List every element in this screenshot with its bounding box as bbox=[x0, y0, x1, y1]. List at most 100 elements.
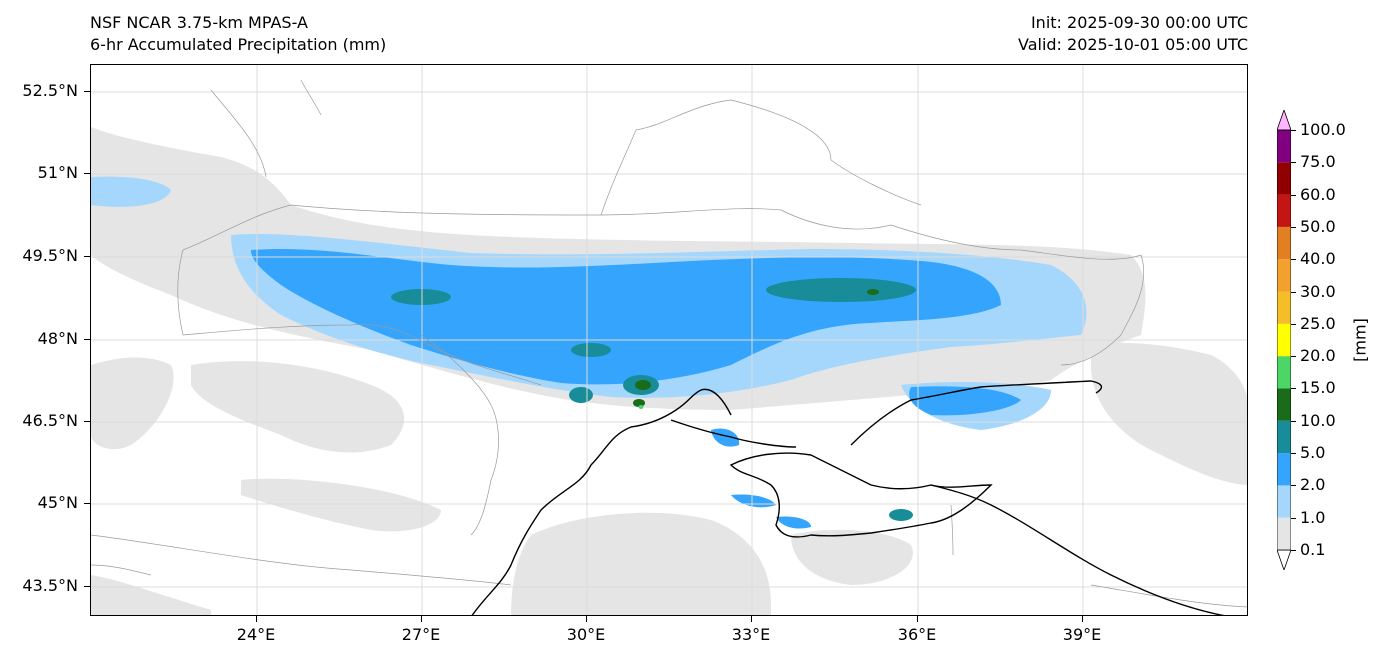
colorbar-segment bbox=[1277, 517, 1291, 550]
lon-tick bbox=[751, 616, 752, 622]
lon-tick bbox=[586, 616, 587, 622]
lon-label-33: 33°E bbox=[731, 625, 771, 644]
precip-area-5mm-4 bbox=[766, 278, 916, 302]
colorbar-level-label: 5.0 bbox=[1300, 443, 1326, 463]
border-romania-ukraine bbox=[182, 324, 452, 356]
border-moldova bbox=[420, 334, 499, 536]
lat-tick bbox=[84, 91, 90, 92]
lon-label-39: 39°E bbox=[1062, 625, 1102, 644]
colorbar-segment bbox=[1277, 485, 1291, 518]
precip-area-10mm-1 bbox=[635, 380, 651, 390]
colorbar-tick bbox=[1291, 485, 1296, 487]
border-poland-ukraine bbox=[177, 249, 184, 336]
lat-label-49-5: 49.5°N bbox=[22, 246, 78, 265]
colorbar-tick bbox=[1291, 226, 1296, 228]
border-moldova-east bbox=[450, 354, 542, 386]
precip-area-central-west bbox=[191, 361, 405, 453]
colorbar-segment bbox=[1277, 453, 1291, 486]
colorbar-segment bbox=[1277, 356, 1291, 389]
colorbar-segment bbox=[1277, 420, 1291, 454]
colorbar-under-extension bbox=[1277, 549, 1291, 570]
lat-label-46-5: 46.5°N bbox=[22, 411, 78, 430]
lat-label-51: 51°N bbox=[37, 163, 78, 182]
lon-label-27: 27°E bbox=[401, 625, 441, 644]
border-belarus-nw bbox=[300, 79, 322, 116]
lat-tick bbox=[84, 256, 90, 257]
coastline-azov bbox=[670, 419, 797, 448]
lat-label-45: 45°N bbox=[37, 493, 78, 512]
precip-area-5mm-2 bbox=[571, 343, 611, 357]
lat-tick bbox=[84, 586, 90, 587]
precip-area-10mm-3 bbox=[867, 289, 879, 295]
colorbar-tick bbox=[1291, 259, 1296, 261]
lat-tick bbox=[84, 339, 90, 340]
colorbar-tick bbox=[1291, 356, 1296, 358]
precip-area-east bbox=[1091, 343, 1247, 485]
colorbar-segment bbox=[1277, 323, 1291, 357]
lat-label-48: 48°N bbox=[37, 329, 78, 348]
colorbar-tick bbox=[1291, 291, 1296, 293]
lat-label-43-5: 43.5°N bbox=[22, 576, 78, 595]
colorbar-tick bbox=[1291, 517, 1296, 519]
precip-area-5mm-1 bbox=[391, 289, 451, 305]
colorbar-level-label: 40.0 bbox=[1300, 249, 1336, 269]
colorbar-tick bbox=[1291, 162, 1296, 164]
colorbar-level-label: 30.0 bbox=[1300, 281, 1336, 301]
header-right: Init: 2025-09-30 00:00 UTC Valid: 2025-1… bbox=[1018, 12, 1248, 56]
precip-area-10mm-2 bbox=[633, 399, 645, 407]
country-borders bbox=[91, 79, 1247, 608]
precip-area-south-1 bbox=[511, 512, 771, 615]
colorbar-level-label: 2.0 bbox=[1300, 475, 1326, 495]
precip-area-1mm-nw bbox=[91, 176, 171, 207]
coastlines bbox=[471, 380, 1225, 615]
colorbar-level-label: 20.0 bbox=[1300, 346, 1336, 366]
precipitation-map bbox=[90, 64, 1248, 616]
header-left: NSF NCAR 3.75-km MPAS-A 6-hr Accumulated… bbox=[90, 12, 386, 56]
lat-tick bbox=[84, 421, 90, 422]
model-title: NSF NCAR 3.75-km MPAS-A bbox=[90, 13, 308, 32]
colorbar-segment bbox=[1277, 162, 1291, 195]
colorbar-level-label: 60.0 bbox=[1300, 184, 1336, 204]
precip-area-5mm-6 bbox=[889, 509, 913, 521]
border-romania-bulgaria bbox=[91, 534, 512, 586]
colorbar-tick bbox=[1291, 420, 1296, 422]
colorbar-tick bbox=[1291, 453, 1296, 455]
precip-area-15mm-1 bbox=[638, 405, 644, 409]
colorbar-segment bbox=[1277, 226, 1291, 260]
lon-tick bbox=[917, 616, 918, 622]
coastline-russia bbox=[930, 484, 1225, 615]
colorbar-level-label: 25.0 bbox=[1300, 313, 1336, 333]
border-belarus-west bbox=[210, 89, 267, 178]
lon-label-24: 24°E bbox=[236, 625, 276, 644]
precip-15mm bbox=[638, 405, 644, 409]
precip-area-2mm-crimea-3 bbox=[776, 516, 811, 529]
colorbar-segment bbox=[1277, 194, 1291, 227]
colorbar-level-label: 1.0 bbox=[1300, 507, 1326, 527]
border-belarus-north bbox=[600, 99, 922, 216]
border-georgia bbox=[1090, 584, 1247, 608]
coastline-azov-east bbox=[850, 380, 1103, 446]
precip-area-2mm-east bbox=[909, 386, 1021, 416]
border-belarus-ukraine bbox=[182, 204, 892, 251]
valid-time: Valid: 2025-10-01 05:00 UTC bbox=[1017, 35, 1248, 54]
colorbar-tick bbox=[1291, 130, 1296, 131]
colorbar-segments bbox=[1277, 110, 1291, 570]
precip-area-2mm-crimea-2 bbox=[731, 494, 776, 508]
border-russia-ukraine-north bbox=[890, 224, 1145, 366]
colorbar-segment bbox=[1277, 259, 1291, 292]
colorbar-segment bbox=[1277, 291, 1291, 324]
lat-tick bbox=[84, 503, 90, 504]
colorbar-tick bbox=[1291, 323, 1296, 325]
precip-area-south-2 bbox=[791, 529, 913, 585]
colorbar-level-label: 0.1 bbox=[1300, 540, 1326, 559]
lon-tick bbox=[256, 616, 257, 622]
lon-label-36: 36°E bbox=[897, 625, 937, 644]
colorbar-segment bbox=[1277, 388, 1291, 421]
colorbar-units-label: [mm] bbox=[1350, 318, 1370, 362]
border-crimea bbox=[950, 504, 954, 556]
precip-area-5mm-5 bbox=[569, 387, 593, 403]
colorbar-level-label: 15.0 bbox=[1300, 378, 1336, 398]
colorbar-level-label: 75.0 bbox=[1300, 152, 1336, 172]
field-title: 6-hr Accumulated Precipitation (mm) bbox=[90, 35, 387, 54]
coastline-crimea bbox=[729, 452, 993, 538]
